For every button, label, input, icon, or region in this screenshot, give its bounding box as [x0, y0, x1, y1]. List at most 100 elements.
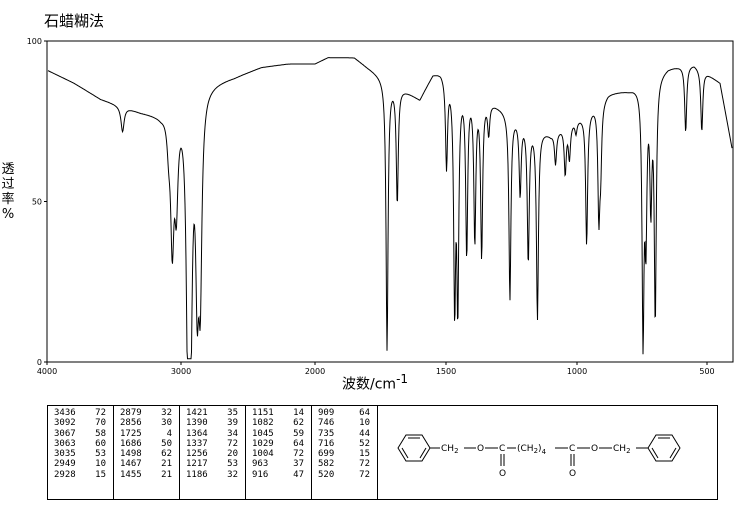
peak-column: 3436 72 3092 70 3067 58 3063 60 3035 53 2949 10 2928… [47, 405, 114, 500]
peak-row: 716 52 [318, 439, 375, 449]
peak-transmittance: 53 [95, 449, 106, 460]
peak-transmittance: 21 [161, 459, 172, 470]
y-axis-label-char: 过 [1, 177, 15, 192]
y-tick-label: 0 [37, 358, 42, 367]
peak-row: 2856 30 [120, 418, 177, 428]
benzene-ring-left [397, 434, 431, 462]
peak-row: 3067 58 [54, 429, 111, 439]
peak-table: 3436 72 3092 70 3067 58 3063 60 3035 53 2949 10 2928… [47, 405, 718, 500]
peak-wavenumber: 1455 [120, 469, 142, 480]
peak-wavenumber: 1364 [186, 428, 208, 439]
x-tick-label: 500 [699, 367, 714, 376]
peak-row: 1498 62 [120, 449, 177, 459]
peak-transmittance: 32 [227, 469, 238, 480]
peak-wavenumber: 735 [318, 428, 335, 439]
peak-transmittance: 14 [293, 408, 304, 418]
peak-row: 3092 70 [54, 418, 111, 428]
x-tick-label: 4000 [37, 367, 57, 376]
x-axis-label: 波数/cm-1 [342, 372, 408, 394]
peak-transmittance: 72 [95, 408, 106, 418]
peak-wavenumber: 1045 [252, 428, 274, 439]
peak-wavenumber: 3063 [54, 438, 76, 449]
peak-row: 916 47 [252, 470, 309, 480]
peak-transmittance: 10 [359, 418, 370, 429]
peak-column: 2879 32 2856 30 1725 4 1686 50 1498 62 1467 21 1455 2… [113, 405, 180, 500]
x-tick-label: 2000 [305, 367, 325, 376]
peak-row: 1029 64 [252, 439, 309, 449]
peak-transmittance: 30 [161, 418, 172, 429]
peak-row: 1004 72 [252, 449, 309, 459]
peak-transmittance: 62 [293, 418, 304, 429]
peak-transmittance: 59 [293, 428, 304, 439]
peak-wavenumber: 1390 [186, 418, 208, 429]
peak-transmittance: 47 [293, 469, 304, 480]
ch2-left-label: CH2 [441, 444, 459, 455]
carbonyl-left-c-label: C [499, 444, 505, 454]
peak-row: 909 64 [318, 408, 375, 418]
carbonyl-right-c-label: C [569, 444, 575, 454]
peak-transmittance: 72 [293, 449, 304, 460]
peak-row: 1467 21 [120, 459, 177, 469]
x-axis-label-text: 波数/cm [342, 376, 397, 393]
peak-wavenumber: 1725 [120, 428, 142, 439]
spectrum-line [47, 57, 733, 360]
peak-row: 2879 32 [120, 408, 177, 418]
peak-row: 699 15 [318, 449, 375, 459]
ch2-right-label: CH2 [613, 444, 631, 455]
peak-row: 1217 53 [186, 459, 243, 469]
peak-wavenumber: 2949 [54, 459, 76, 470]
peak-row: 1186 32 [186, 470, 243, 480]
peak-wavenumber: 1686 [120, 438, 142, 449]
peak-row: 1455 21 [120, 470, 177, 480]
peak-transmittance: 32 [161, 408, 172, 418]
x-axis-label-superscript: -1 [396, 372, 409, 386]
peak-wavenumber: 582 [318, 459, 335, 470]
peak-row: 1390 39 [186, 418, 243, 428]
peak-row: 3035 53 [54, 449, 111, 459]
oxygen-right-label: O [591, 444, 598, 454]
peak-transmittance: 64 [359, 408, 370, 418]
peak-wavenumber: 916 [252, 469, 269, 480]
y-axis-ticks: 0 50 100 [27, 37, 47, 367]
peak-row: 1686 50 [120, 439, 177, 449]
peak-wavenumber: 1186 [186, 469, 208, 480]
peak-transmittance: 52 [359, 438, 370, 449]
peak-wavenumber: 1337 [186, 438, 208, 449]
peak-transmittance: 70 [95, 418, 106, 429]
x-axis-ticks: 4000 3000 2000 1500 1000 500 [37, 362, 715, 376]
peak-row: 1725 4 [120, 429, 177, 439]
peak-wavenumber: 3035 [54, 449, 76, 460]
peak-wavenumber: 1151 [252, 408, 274, 418]
peak-transmittance: 50 [161, 438, 172, 449]
peak-row: 2949 10 [54, 459, 111, 469]
peak-row: 1151 14 [252, 408, 309, 418]
peak-transmittance: 20 [227, 449, 238, 460]
y-axis-label-char: 率 [1, 192, 15, 207]
peak-row: 2928 15 [54, 470, 111, 480]
peak-row: 746 10 [318, 418, 375, 428]
peak-wavenumber: 2856 [120, 418, 142, 429]
peak-transmittance: 15 [95, 469, 106, 480]
y-axis-label: 透 过 率 % [0, 162, 16, 222]
peak-wavenumber: 1421 [186, 408, 208, 418]
peak-row: 582 72 [318, 459, 375, 469]
peak-wavenumber: 963 [252, 459, 269, 470]
carbonyl-right-o-label: O [569, 469, 576, 479]
peak-transmittance: 62 [161, 449, 172, 460]
structure-diagram: CH2 O C O (CH2)4 C O O CH2 [397, 434, 681, 479]
y-tick-label: 100 [27, 37, 42, 46]
peak-row: 1337 72 [186, 439, 243, 449]
peak-wavenumber: 2879 [120, 408, 142, 418]
peak-transmittance: 15 [359, 449, 370, 460]
peak-wavenumber: 1217 [186, 459, 208, 470]
peak-column: 1151 14 1082 62 1045 59 1029 64 1004 72 963 37 916 47 [245, 405, 312, 500]
peak-transmittance: 10 [95, 459, 106, 470]
peak-transmittance: 72 [359, 469, 370, 480]
peak-wavenumber: 716 [318, 438, 335, 449]
y-axis-label-char: % [1, 207, 15, 222]
peak-transmittance: 34 [227, 428, 238, 439]
peak-wavenumber: 1029 [252, 438, 274, 449]
y-axis-label-char: 透 [1, 162, 15, 177]
peak-transmittance: 39 [227, 418, 238, 429]
peak-row: 520 72 [318, 470, 375, 480]
